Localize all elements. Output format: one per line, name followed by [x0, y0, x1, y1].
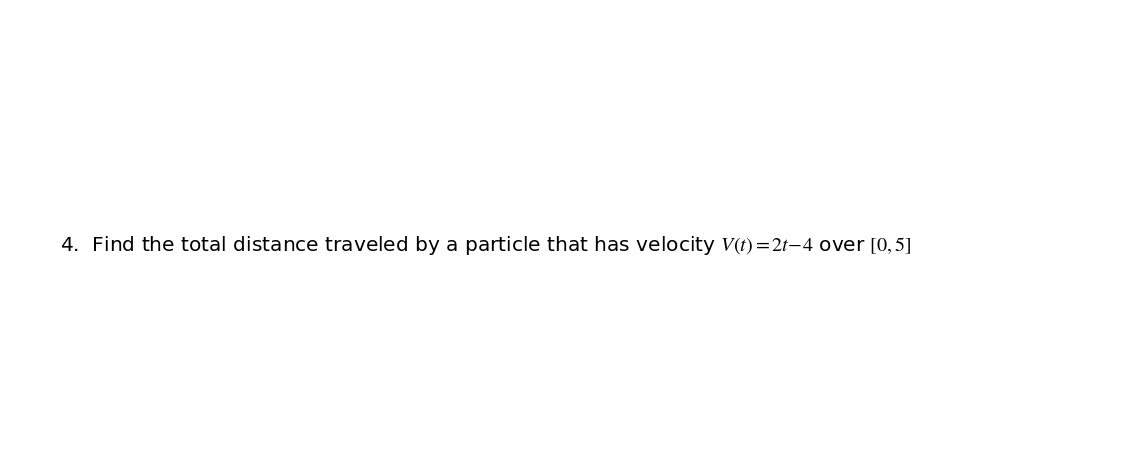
Text: 4.  Find the total distance traveled by a particle that has velocity $V(t) = 2t\: 4. Find the total distance traveled by a…: [61, 234, 912, 257]
